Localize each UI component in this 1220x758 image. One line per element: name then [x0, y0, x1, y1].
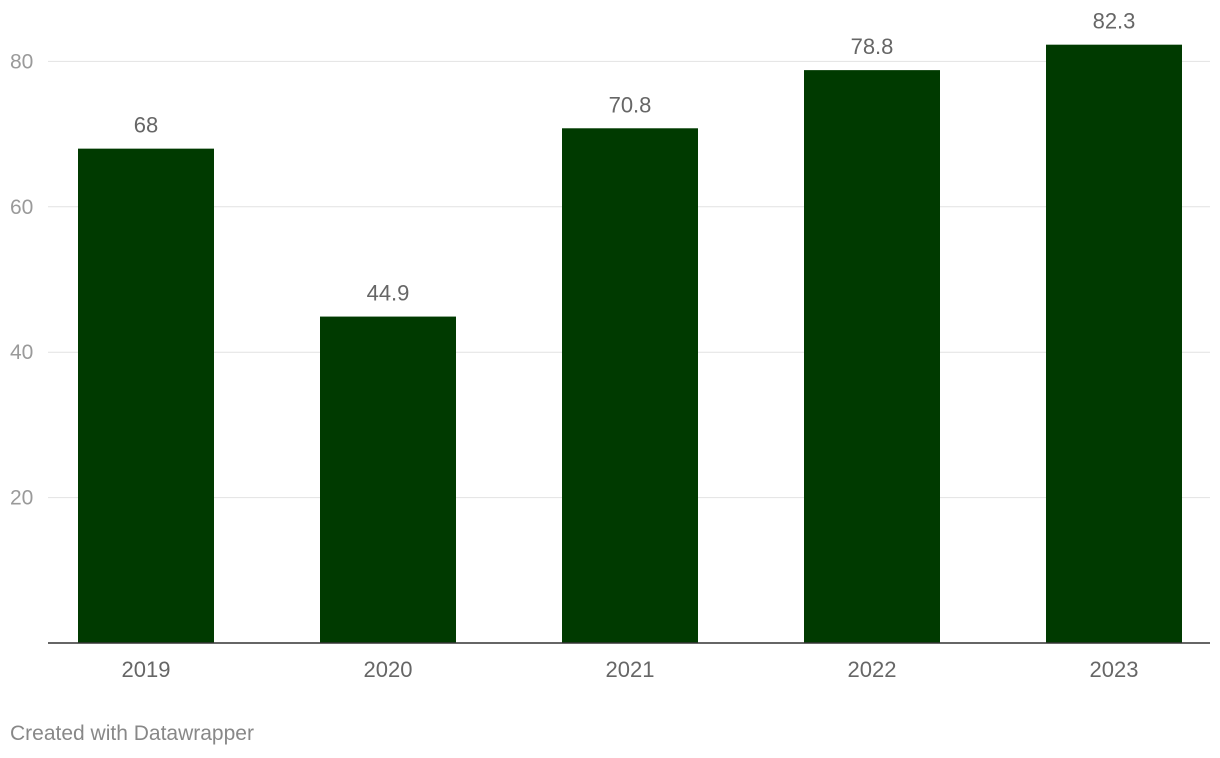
y-tick-label: 80 — [10, 50, 33, 73]
x-tick-label-2019: 2019 — [122, 657, 171, 682]
x-tick-label-2023: 2023 — [1090, 657, 1139, 682]
y-tick-label: 40 — [10, 341, 33, 364]
data-labels: 68 44.9 70.8 78.8 82.3 — [134, 9, 1136, 306]
x-axis-ticks: 2019 2020 2021 2022 2023 — [122, 657, 1139, 682]
x-tick-label-2020: 2020 — [364, 657, 413, 682]
bar-2020 — [320, 316, 456, 643]
x-tick-label-2022: 2022 — [848, 657, 897, 682]
x-tick-label-2021: 2021 — [606, 657, 655, 682]
y-tick-label: 60 — [10, 196, 33, 219]
data-label-2022: 78.8 — [851, 34, 894, 59]
bar-2022 — [804, 70, 940, 643]
bar-2019 — [78, 148, 214, 643]
data-label-2023: 82.3 — [1093, 9, 1136, 34]
y-tick-label: 20 — [10, 487, 33, 510]
bars — [78, 44, 1182, 643]
data-label-2021: 70.8 — [609, 92, 652, 117]
data-label-2020: 44.9 — [367, 281, 410, 306]
data-label-2019: 68 — [134, 113, 158, 138]
bar-2021 — [562, 128, 698, 643]
bar-2023 — [1046, 44, 1182, 643]
y-axis-ticks: 20 40 60 80 — [10, 50, 33, 509]
credit-text: Created with Datawrapper — [10, 722, 254, 745]
bar-chart: 20 40 60 80 68 44.9 70.8 78.8 82.3 2019 2020 2021… — [10, 9, 1210, 682]
